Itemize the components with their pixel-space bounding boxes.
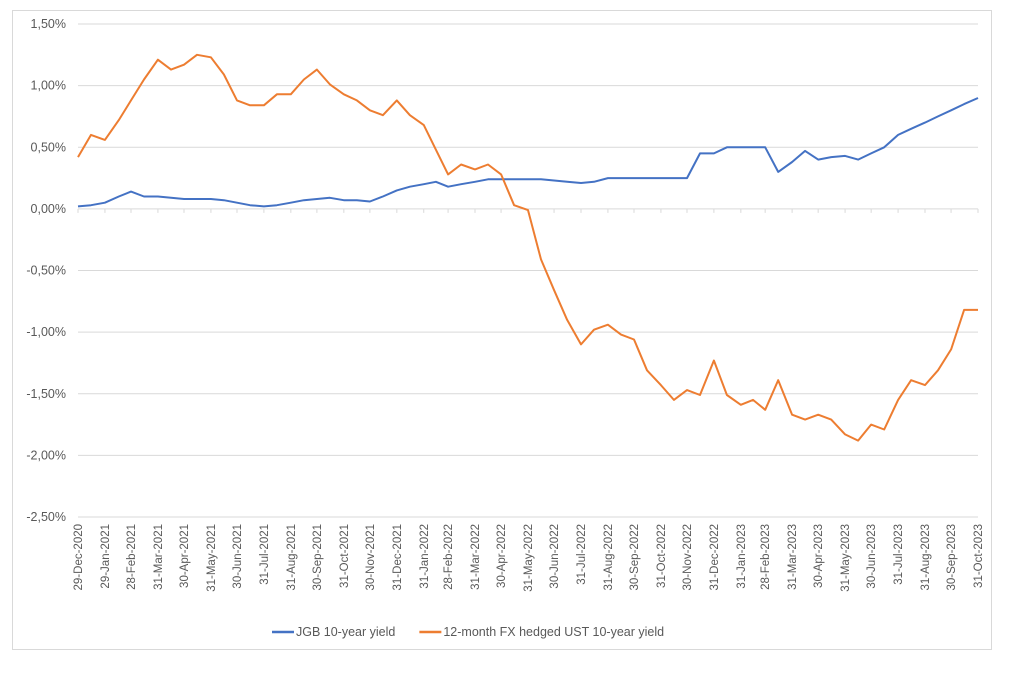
x-tick-label: 29-Dec-2020 <box>73 524 85 590</box>
legend-label: 12-month FX hedged UST 10-year yield <box>443 625 664 639</box>
x-tick-label: 30-Sep-2023 <box>946 524 958 591</box>
y-tick-label: -0,50% <box>26 264 66 278</box>
x-tick-label: 30-Jun-2021 <box>232 524 244 589</box>
x-tick-label: 31-Aug-2021 <box>286 524 298 591</box>
x-tick-label: 31-Dec-2022 <box>709 524 721 590</box>
x-tick-label: 31-Dec-2021 <box>392 524 404 590</box>
x-tick-label: 30-Jun-2022 <box>549 524 561 589</box>
x-tick-label: 31-Jul-2021 <box>259 524 271 585</box>
x-tick-label: 31-Oct-2023 <box>973 524 985 588</box>
x-tick-label: 31-Aug-2023 <box>920 524 932 591</box>
x-tick-label: 30-Nov-2022 <box>682 524 694 590</box>
x-tick-label: 31-May-2022 <box>523 524 535 592</box>
y-tick-label: -2,00% <box>26 448 66 462</box>
x-tick-label: 31-Jan-2023 <box>736 524 748 589</box>
y-tick-label: 0,50% <box>31 140 66 154</box>
chart-frame <box>12 10 992 650</box>
legend-label: JGB 10-year yield <box>296 625 395 639</box>
x-tick-label: 30-Sep-2021 <box>312 524 324 591</box>
x-tick-label: 31-Oct-2021 <box>339 524 351 588</box>
y-tick-label: 0,00% <box>31 202 66 216</box>
x-tick-label: 30-Apr-2022 <box>496 524 508 588</box>
y-tick-label: -1,00% <box>26 325 66 339</box>
x-tick-label: 31-Oct-2022 <box>656 524 668 588</box>
x-tick-label: 31-Mar-2022 <box>470 524 482 590</box>
series-line-0 <box>77 97 979 208</box>
x-tick-label: 30-Sep-2022 <box>629 524 641 591</box>
x-tick-label: 31-Jul-2022 <box>576 524 588 585</box>
x-tick-label: 28-Feb-2022 <box>443 524 455 590</box>
y-tick-label: -1,50% <box>26 387 66 401</box>
x-tick-label: 31-Mar-2023 <box>787 524 799 590</box>
series-line-1 <box>77 53 978 442</box>
x-tick-label: 31-Mar-2021 <box>153 524 165 590</box>
x-tick-label: 30-Nov-2021 <box>365 524 377 590</box>
x-tick-label: 28-Feb-2021 <box>126 524 138 590</box>
x-tick-label: 31-Jan-2022 <box>419 524 431 589</box>
y-tick-label: -2,50% <box>26 510 66 524</box>
x-tick-label: 31-Jul-2023 <box>893 524 905 585</box>
x-tick-label: 28-Feb-2023 <box>760 524 772 590</box>
y-tick-label: 1,00% <box>31 79 66 93</box>
x-tick-label: 31-May-2021 <box>206 524 218 592</box>
x-tick-label: 29-Jan-2021 <box>100 524 112 589</box>
x-tick-label: 30-Apr-2021 <box>179 524 191 588</box>
x-tick-label: 30-Jun-2023 <box>866 524 878 589</box>
x-tick-label: 31-May-2023 <box>840 524 852 592</box>
x-tick-label: 30-Apr-2023 <box>813 524 825 588</box>
x-tick-label: 31-Aug-2022 <box>603 524 615 591</box>
y-tick-label: 1,50% <box>31 17 66 31</box>
